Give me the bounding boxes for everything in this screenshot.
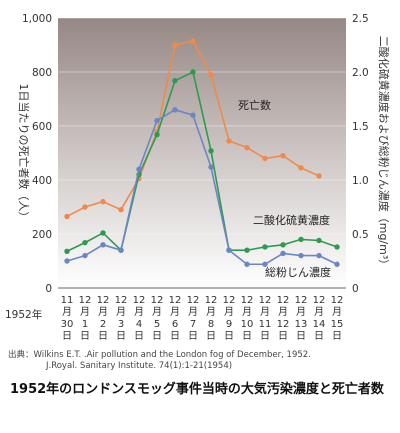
data-point: [244, 247, 250, 253]
data-point: [316, 237, 322, 244]
gridlines: [58, 17, 346, 289]
data-point: [190, 38, 196, 44]
source-line-1: 出典：Wilkins E.T. .Air pollution and the L…: [8, 350, 311, 360]
x-tick-label: 12 月 13 日: [295, 295, 308, 342]
x-tick-label: 12 月 6 日: [169, 295, 182, 342]
series-label-smoke: 総粉じん濃度: [265, 265, 331, 279]
x-tick-label: 12 月 2 日: [97, 295, 110, 342]
data-point: [208, 164, 214, 170]
left-tick-label: 400: [32, 175, 52, 187]
left-tick-label: 0: [45, 283, 52, 295]
data-point: [262, 261, 268, 267]
data-point: [154, 117, 160, 124]
data-point: [190, 112, 196, 118]
data-point: [298, 236, 304, 243]
series-label-deaths: 死亡数: [238, 98, 271, 112]
x-axis-dates: 11 月 30 日 12 月 1 日 12 月 2 日 12 月 3 日 12 月 4 日 12 月 5 日 12 月 6 日 12 月 7…: [61, 295, 344, 342]
data-point: [118, 207, 124, 213]
series-line: [66, 70, 338, 253]
x-tick-label: 12 月 3 日: [115, 295, 128, 342]
x-tick-label: 12 月 8 日: [205, 295, 218, 342]
data-point: [298, 252, 304, 259]
source-line-2: J.Royal. Sanitary Institute. 74(1):1-21(…: [46, 361, 233, 371]
series-2: [64, 107, 340, 267]
data-point: [280, 153, 286, 159]
x-tick-label: 12 月 4 日: [133, 295, 146, 342]
right-tick-label: 0.5: [352, 229, 369, 241]
x-tick-label: 12 月 7 日: [187, 295, 200, 342]
data-point: [298, 165, 304, 171]
data-point: [172, 77, 178, 84]
x-tick-label: 12 月 9 日: [223, 295, 236, 342]
left-tick-label: 600: [32, 121, 52, 133]
x-tick-label: 12 月 1 日: [79, 295, 92, 342]
source-citation: 出典：Wilkins E.T. .Air pollution and the L…: [8, 350, 393, 372]
data-point: [244, 144, 250, 151]
series-label-so2: 二酸化硫黄濃度: [253, 213, 330, 227]
data-point: [190, 69, 196, 75]
data-point: [100, 198, 106, 205]
data-point: [172, 107, 178, 113]
data-point: [208, 72, 214, 78]
data-point: [262, 155, 268, 162]
left-tick-label: 200: [32, 229, 52, 241]
data-point: [82, 252, 88, 259]
data-point: [118, 247, 124, 253]
x-tick-label: 12 月 5 日: [151, 295, 164, 342]
data-point: [100, 242, 106, 248]
data-point: [226, 247, 232, 253]
data-point: [64, 258, 70, 264]
data-point: [316, 173, 322, 179]
series-line: [66, 108, 338, 266]
data-point: [226, 138, 232, 144]
data-point: [64, 213, 70, 220]
right-tick-label: 0: [352, 283, 359, 295]
data-point: [280, 250, 286, 257]
data-point: [316, 252, 322, 259]
series-0: [64, 38, 322, 220]
x-tick-label: 12 月 12 日: [277, 295, 290, 342]
data-point: [334, 261, 340, 267]
right-tick-label: 1.0: [352, 175, 369, 187]
data-point: [64, 248, 70, 254]
right-tick-label: 2.0: [352, 67, 369, 79]
right-tick-label: 2.5: [352, 13, 369, 25]
x-tick-label: 11 月 30 日: [61, 295, 74, 342]
left-tick-label: 1,000: [22, 13, 52, 25]
data-point: [208, 148, 214, 154]
x-tick-label: 12 月 10 日: [241, 295, 254, 342]
data-point: [154, 131, 160, 138]
data-point: [100, 230, 106, 236]
data-point: [280, 242, 286, 248]
data-point: [172, 42, 178, 48]
right-axis-title: 二酸化硫黄濃度および総粉じん濃度（mg/m³）: [377, 36, 391, 271]
series: [64, 38, 340, 267]
left-axis-ticks: 0 200 400 600 800 1,000: [22, 13, 52, 295]
chart: 0 200 400 600 800 1,000 0 0.5 1.0 1.5 2.0 2.5 11 月 3…: [5, 13, 391, 342]
right-axis-ticks: 0 0.5 1.0 1.5 2.0 2.5: [352, 13, 369, 295]
figure-caption: 1952年のロンドンスモッグ事件当時の大気汚染濃度と死亡者数: [10, 382, 384, 397]
data-point: [334, 244, 340, 250]
data-point: [82, 204, 88, 210]
data-point: [262, 244, 268, 250]
data-point: [244, 261, 250, 267]
x-tick-label: 12 月 15 日: [331, 295, 344, 342]
x-tick-label: 12 月 14 日: [313, 295, 326, 342]
x-tick-label: 12 月 11 日: [259, 295, 272, 342]
data-point: [136, 166, 142, 172]
year-label: 1952年: [5, 308, 42, 321]
left-tick-label: 800: [32, 67, 52, 79]
left-axis-title: 1日当たりの死亡者数（人）: [17, 84, 31, 223]
right-tick-label: 1.5: [352, 121, 369, 133]
plot-background: [58, 18, 346, 288]
data-point: [82, 239, 88, 246]
